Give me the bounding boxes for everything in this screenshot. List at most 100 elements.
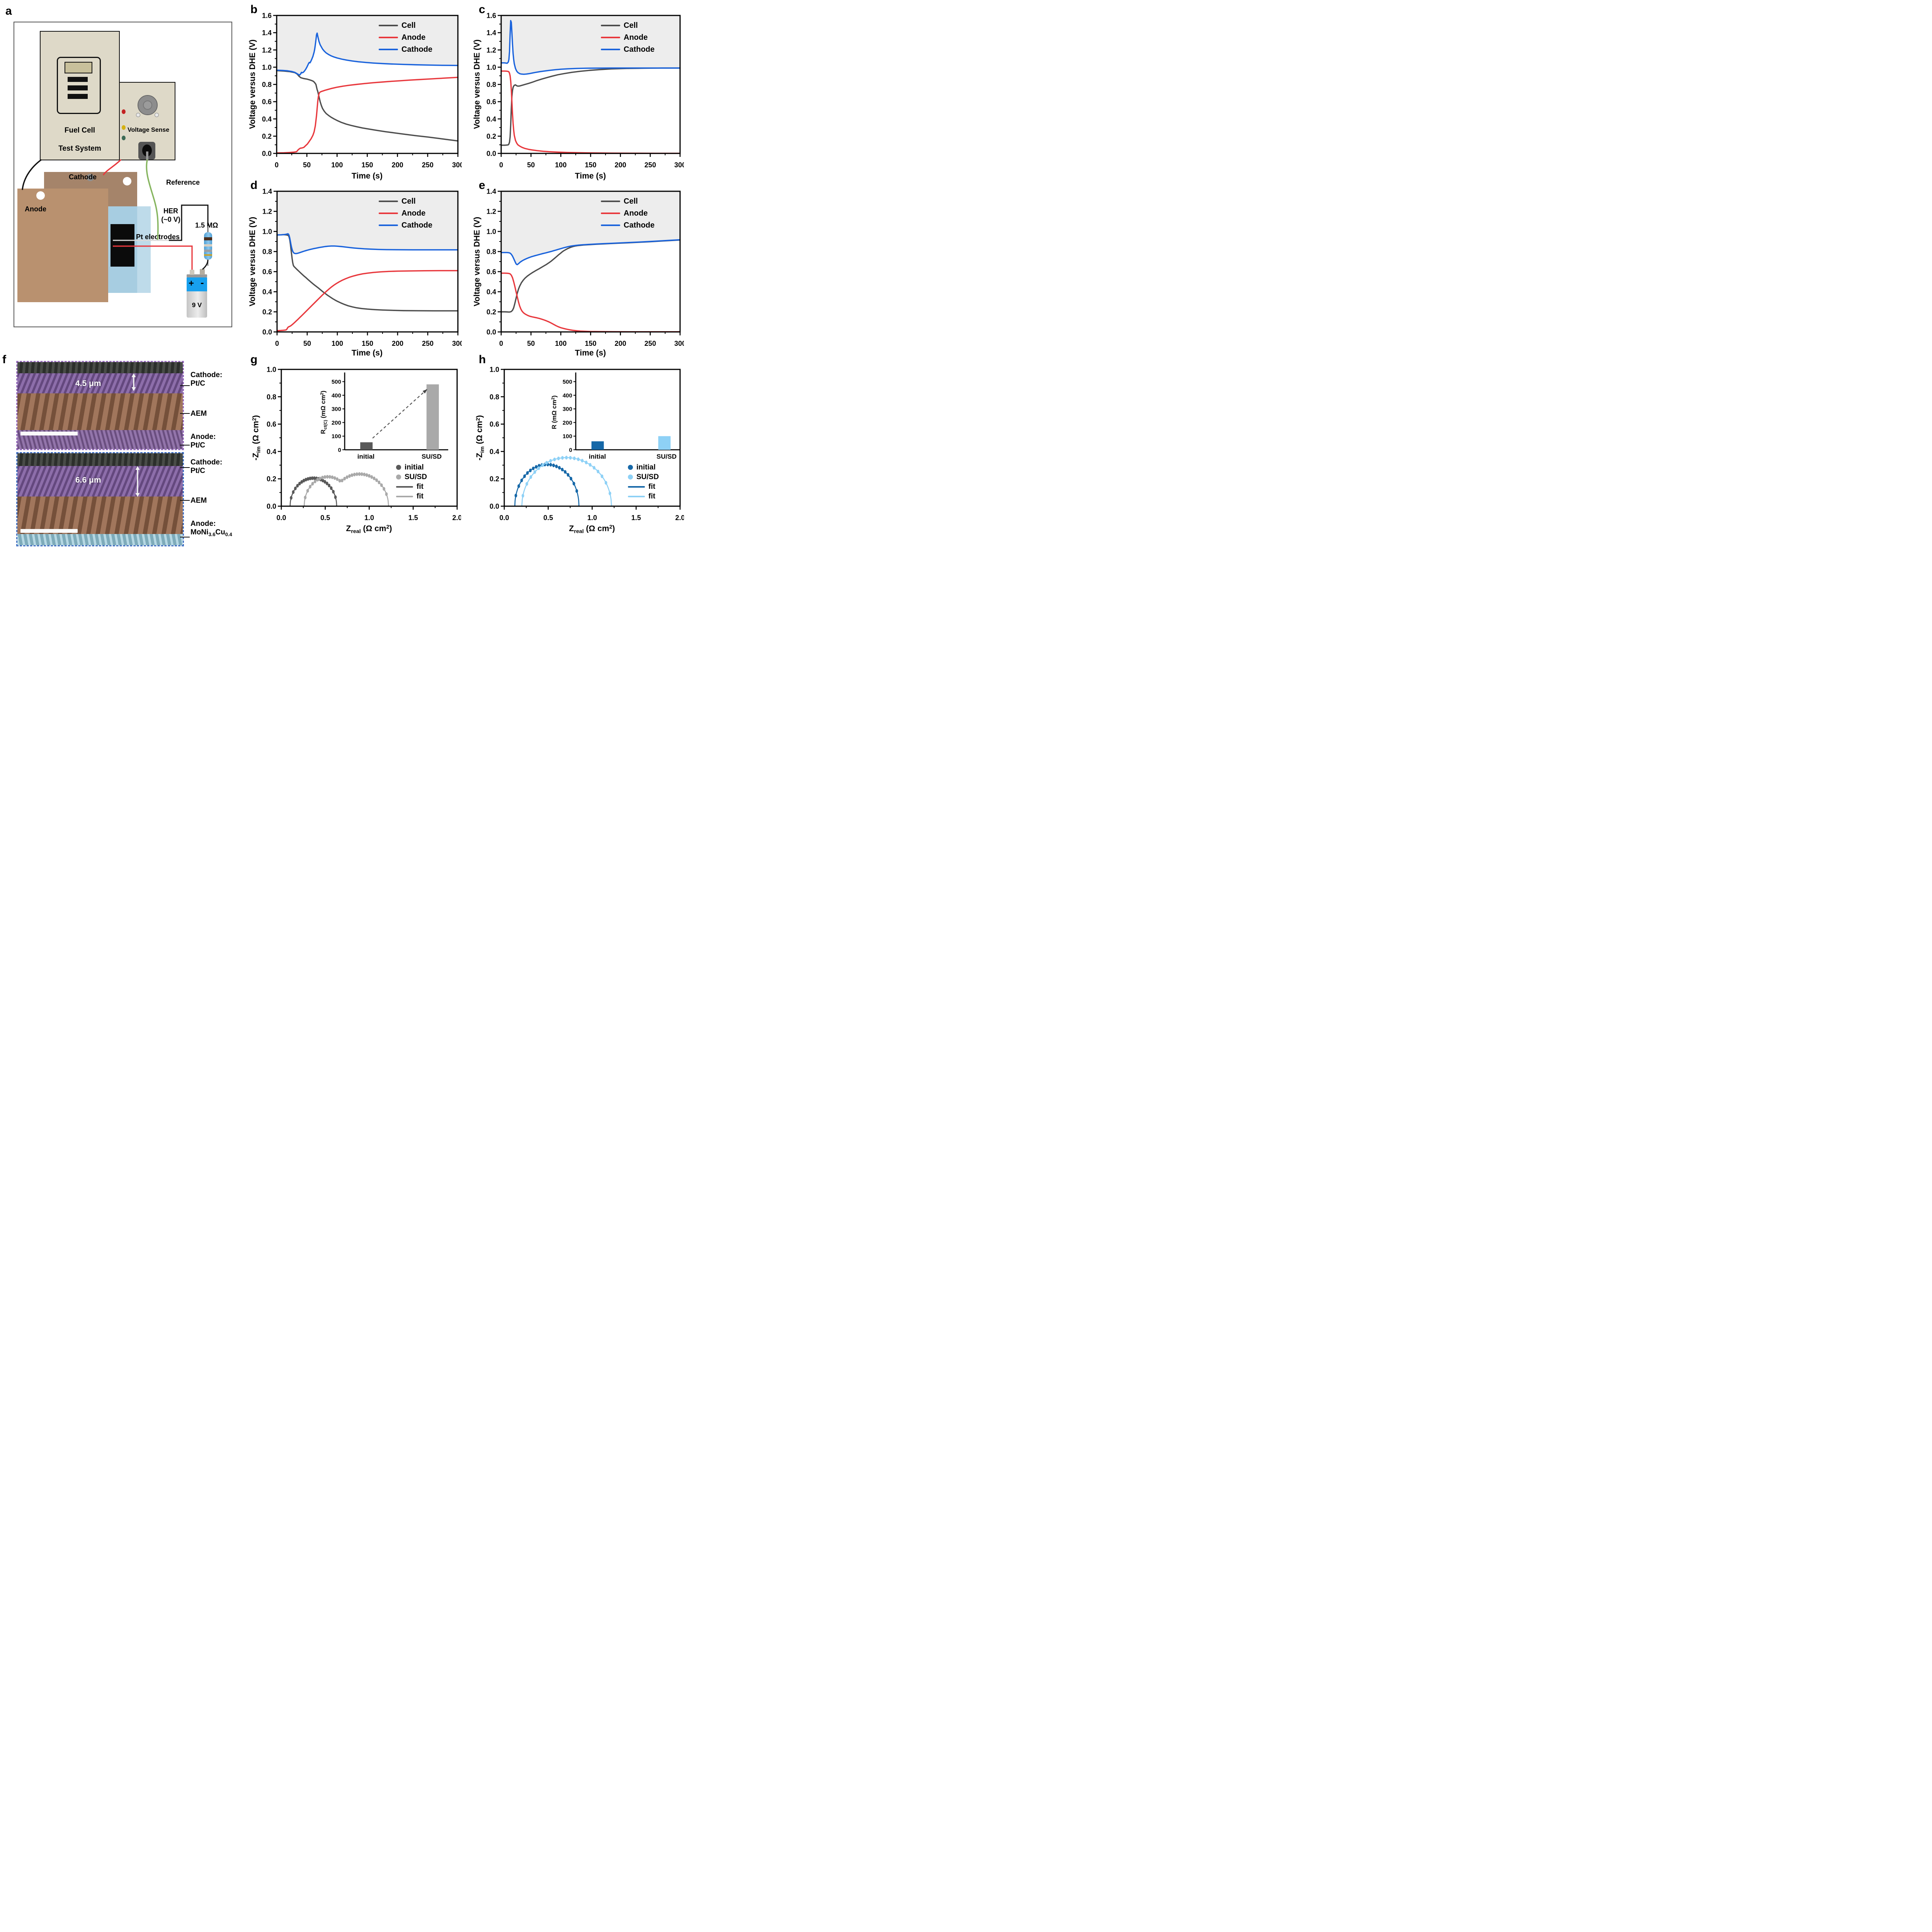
svg-text:100: 100 [331,161,343,169]
svg-text:0.6: 0.6 [267,420,276,428]
svg-text:0.4: 0.4 [262,115,272,123]
svg-text:1.4: 1.4 [262,188,272,196]
her-label-2: (~0 V) [161,216,180,223]
svg-text:0.4: 0.4 [486,288,496,296]
svg-text:0.2: 0.2 [267,475,276,483]
svg-text:0: 0 [275,340,279,347]
svg-text:0.2: 0.2 [262,133,272,140]
svg-text:1.0: 1.0 [486,63,496,71]
g-legend-item: SU/SD [396,473,427,481]
svg-text:300: 300 [332,406,341,413]
b-legend-item: Cathode [379,46,432,53]
svg-text:1.2: 1.2 [262,208,272,216]
svg-text:300: 300 [674,161,684,169]
svg-text:0.4: 0.4 [267,448,276,456]
svg-text:150: 150 [361,161,373,169]
resistor-band-icon [204,244,212,247]
svg-text:0.8: 0.8 [262,248,272,256]
sem-label-top-anode: Anode: Pt/C [190,433,216,450]
sem-image-bottom: 6.6 μm [16,452,184,546]
svg-text:200: 200 [615,161,626,169]
battery-terminal-negative [200,269,205,275]
fan-icon [138,95,158,115]
svg-text:2.0: 2.0 [452,514,461,522]
g-legend-item: fit [396,493,427,500]
e-legend-item: Anode [601,209,655,217]
svg-text:400: 400 [332,392,341,399]
svg-text:300: 300 [452,161,462,169]
svg-text:0.0: 0.0 [486,328,496,336]
h-xaxis-label: Zreal (Ω cm2) [569,524,615,535]
anode-label: Anode [25,205,46,213]
svg-text:0: 0 [499,340,503,347]
display-button[interactable] [68,85,88,90]
scale-bar [20,432,78,435]
battery-plus-label: + [189,278,194,289]
port-hole-icon [36,191,45,200]
c-legend-item: Cell [601,22,655,29]
svg-text:300: 300 [674,340,684,347]
svg-text:150: 150 [362,340,373,347]
sem-label-bottom-cathode: Cathode: Pt/C [190,458,223,475]
d-legend-item: Cell [379,197,432,205]
display-button[interactable] [68,94,88,99]
svg-text:0.0: 0.0 [262,328,272,336]
svg-text:200: 200 [392,340,403,347]
svg-text:0.5: 0.5 [543,514,553,522]
resistor-band-icon [204,250,212,252]
d-legend-item: Anode [379,209,432,217]
c-legend-item: Cathode [601,46,655,53]
svg-text:1.5: 1.5 [631,514,641,522]
h-legend-item: initial [628,464,659,471]
battery-terminal-positive [190,270,194,275]
green-led-icon [122,136,126,140]
display-screen [65,62,92,73]
svg-text:250: 250 [422,161,434,169]
d-xaxis-label: Time (s) [351,349,383,357]
h-inset-svg: 0 100 200 300 400 500 [563,372,680,453]
screw-icon [155,113,159,117]
g-inset-category-initial: initial [357,453,375,460]
sem-bottom-background-layer [17,453,183,466]
svg-text:50: 50 [527,340,535,347]
chart-h-svg: 0.0 0.2 0.4 0.6 0.8 1.0 0.0 0.5 1.0 1.5 2.0 [490,366,684,522]
svg-text:150: 150 [585,161,596,169]
svg-text:50: 50 [303,340,311,347]
svg-text:50: 50 [527,161,535,169]
svg-text:0.0: 0.0 [267,503,276,510]
yellow-led-icon [122,125,126,130]
svg-text:100: 100 [332,340,343,347]
h-inset-category-susd: SU/SD [656,453,677,460]
svg-text:1.4: 1.4 [486,29,496,37]
b-legend-item: Anode [379,34,432,41]
svg-text:1.4: 1.4 [262,29,272,37]
svg-text:1.2: 1.2 [486,208,496,216]
thickness-annotation-top: 4.5 μm [75,379,101,388]
connector-socket-icon [142,145,152,156]
c-xaxis-label: Time (s) [575,172,606,180]
mea-block [111,224,134,267]
svg-text:0.2: 0.2 [486,308,496,316]
c-legend-item: Anode [601,34,655,41]
svg-text:0.8: 0.8 [267,393,276,401]
panel-letter-b: b [250,3,258,16]
battery-top [187,274,207,277]
svg-text:1.0: 1.0 [262,63,272,71]
sem-top-cathode-layer [17,373,183,393]
svg-text:1.6: 1.6 [486,12,496,20]
g-legend-item: initial [396,464,427,471]
svg-text:0.8: 0.8 [486,81,496,88]
apparatus-frame [14,22,232,327]
sem-label-bottom-aem: AEM [190,497,207,505]
chart-b-svg: 0.0 0.2 0.4 0.6 0.8 1.0 1.2 1.4 1.6 0 50 100 150 200 2… [262,12,462,169]
svg-text:400: 400 [563,392,572,399]
display-button[interactable] [68,77,88,82]
resistor-band-icon [204,237,212,240]
scale-bar [20,529,78,533]
svg-text:0.8: 0.8 [490,393,499,401]
sem-image-top: 4.5 μm [16,361,184,450]
sem-label-top-cathode: Cathode: Pt/C [190,371,223,388]
svg-text:0.0: 0.0 [499,514,509,522]
panel-letter-d: d [250,179,258,192]
svg-text:300: 300 [452,340,462,347]
